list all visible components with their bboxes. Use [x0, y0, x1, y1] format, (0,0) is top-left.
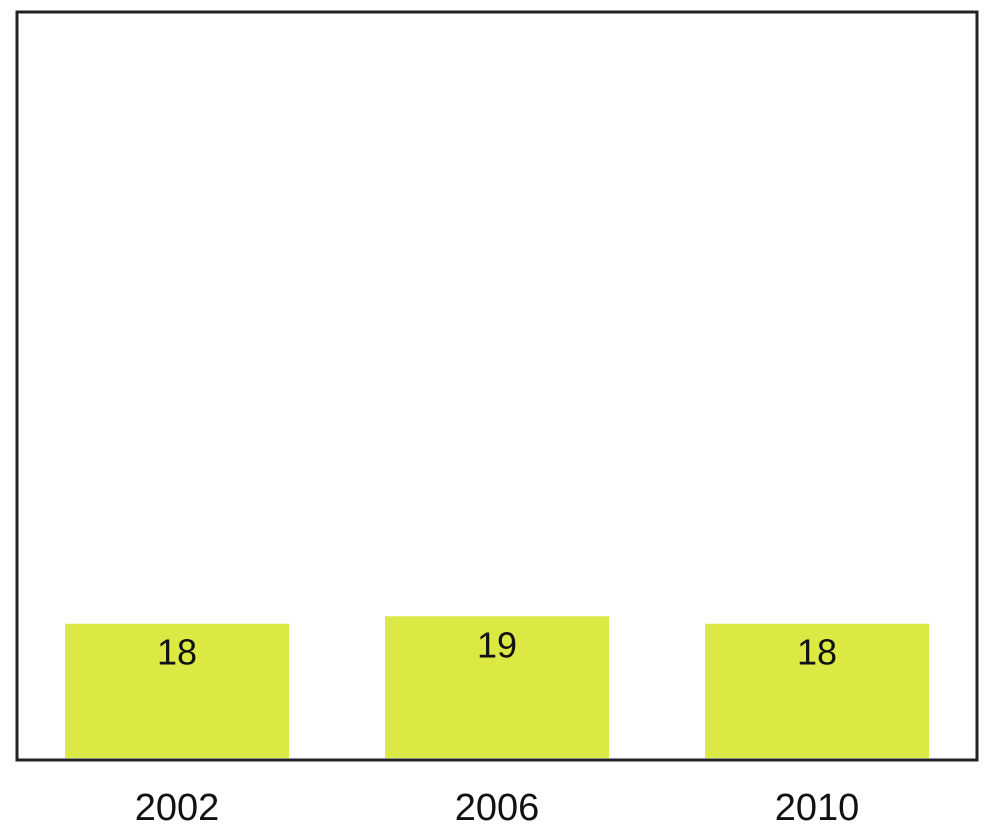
x-tick-label-2002: 2002: [135, 787, 220, 829]
bar-value-label-2006: 19: [477, 624, 517, 665]
bar-labels-group: 18 19 18: [157, 624, 837, 672]
bars-group: [65, 616, 929, 758]
plot-frame: [15, 10, 979, 762]
bar-value-label-2002: 18: [157, 632, 197, 673]
x-tick-label-2006: 2006: [455, 787, 540, 829]
bar-2006: [385, 616, 609, 758]
bar-2002: [65, 623, 289, 758]
x-tick-label-2010: 2010: [775, 787, 860, 829]
bar-2010: [705, 623, 929, 758]
bar-value-label-2010: 18: [797, 632, 837, 673]
x-tick-labels-group: 2002 2006 2010: [135, 787, 860, 829]
